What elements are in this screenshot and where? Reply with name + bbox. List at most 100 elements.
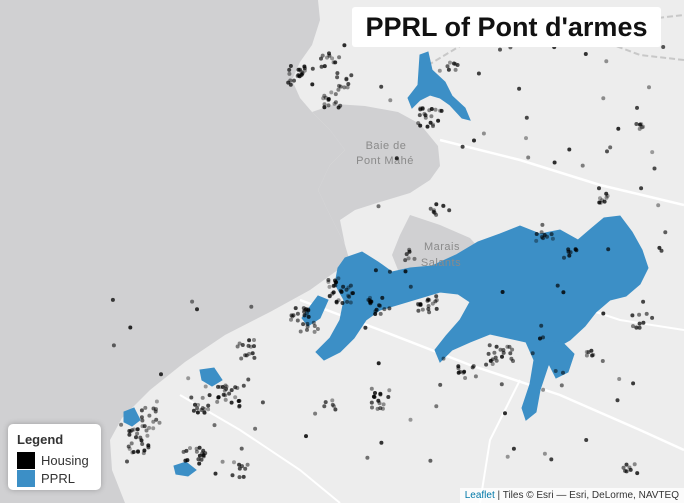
housing-point[interactable] — [348, 300, 353, 305]
housing-point[interactable] — [416, 308, 421, 313]
housing-point[interactable] — [663, 230, 668, 235]
housing-point[interactable] — [549, 232, 554, 237]
housing-point[interactable] — [417, 113, 422, 118]
housing-point[interactable] — [194, 446, 199, 451]
housing-point[interactable] — [302, 309, 306, 314]
housing-point[interactable] — [306, 314, 311, 319]
housing-point[interactable] — [376, 398, 381, 403]
housing-point[interactable] — [628, 467, 633, 472]
housing-point[interactable] — [539, 230, 544, 235]
housing-point[interactable] — [335, 71, 340, 76]
housing-point[interactable] — [541, 387, 546, 392]
housing-point[interactable] — [416, 302, 420, 306]
housing-point[interactable] — [189, 395, 194, 400]
housing-point[interactable] — [345, 85, 350, 90]
housing-point[interactable] — [221, 392, 226, 397]
housing-point[interactable] — [197, 453, 202, 458]
housing-point[interactable] — [630, 313, 635, 318]
housing-point[interactable] — [229, 388, 234, 393]
housing-point[interactable] — [634, 122, 639, 126]
housing-point[interactable] — [202, 410, 207, 415]
housing-point[interactable] — [322, 102, 327, 107]
housing-point[interactable] — [429, 107, 434, 111]
housing-point[interactable] — [111, 343, 116, 348]
housing-point[interactable] — [140, 424, 145, 429]
housing-point[interactable] — [561, 290, 566, 295]
housing-point[interactable] — [247, 338, 252, 343]
housing-point[interactable] — [326, 97, 331, 101]
housing-point[interactable] — [191, 408, 196, 413]
housing-point[interactable] — [136, 449, 140, 454]
housing-point[interactable] — [151, 406, 156, 411]
housing-point[interactable] — [340, 301, 345, 305]
housing-point[interactable] — [566, 247, 571, 252]
housing-point[interactable] — [289, 317, 293, 322]
housing-point[interactable] — [644, 311, 649, 316]
housing-point[interactable] — [233, 385, 238, 390]
housing-point[interactable] — [342, 43, 347, 48]
housing-point[interactable] — [345, 299, 350, 304]
housing-point[interactable] — [186, 376, 191, 381]
housing-point[interactable] — [500, 354, 504, 359]
housing-point[interactable] — [429, 114, 434, 119]
housing-point[interactable] — [147, 425, 152, 430]
housing-point[interactable] — [584, 438, 589, 442]
housing-point[interactable] — [434, 404, 439, 409]
housing-point[interactable] — [239, 446, 244, 451]
housing-point[interactable] — [428, 458, 433, 463]
housing-point[interactable] — [659, 248, 664, 253]
housing-point[interactable] — [327, 284, 332, 289]
housing-point[interactable] — [387, 306, 392, 311]
housing-point[interactable] — [567, 147, 572, 152]
housing-point[interactable] — [476, 71, 481, 76]
housing-point[interactable] — [559, 383, 564, 388]
housing-point[interactable] — [212, 423, 217, 428]
housing-point[interactable] — [157, 420, 162, 425]
housing-point[interactable] — [598, 196, 602, 201]
housing-point[interactable] — [621, 465, 626, 470]
housing-point[interactable] — [617, 377, 622, 381]
housing-point[interactable] — [327, 51, 331, 56]
housing-point[interactable] — [248, 344, 253, 349]
housing-point[interactable] — [215, 399, 220, 404]
housing-point[interactable] — [639, 186, 644, 191]
housing-point[interactable] — [425, 124, 430, 129]
housing-point[interactable] — [487, 343, 492, 348]
housing-point[interactable] — [490, 357, 495, 362]
housing-point[interactable] — [434, 306, 439, 311]
housing-point[interactable] — [237, 341, 242, 346]
housing-point[interactable] — [322, 105, 327, 110]
housing-point[interactable] — [387, 269, 392, 274]
housing-point[interactable] — [555, 283, 560, 288]
housing-point[interactable] — [333, 283, 338, 288]
housing-point[interactable] — [580, 163, 585, 168]
housing-point[interactable] — [661, 45, 666, 49]
housing-point[interactable] — [302, 66, 307, 71]
housing-point[interactable] — [337, 55, 342, 60]
housing-point[interactable] — [197, 445, 202, 450]
housing-point[interactable] — [584, 353, 589, 358]
housing-point[interactable] — [292, 78, 296, 83]
housing-point[interactable] — [542, 451, 547, 456]
housing-point[interactable] — [154, 399, 159, 404]
housing-point[interactable] — [375, 406, 380, 411]
housing-point[interactable] — [333, 407, 338, 412]
housing-point[interactable] — [135, 427, 140, 432]
housing-point[interactable] — [159, 372, 163, 377]
housing-point[interactable] — [438, 108, 443, 113]
housing-point[interactable] — [472, 138, 476, 143]
housing-point[interactable] — [330, 398, 335, 403]
housing-point[interactable] — [550, 236, 555, 241]
housing-point[interactable] — [420, 307, 425, 312]
housing-point[interactable] — [252, 344, 256, 349]
housing-point[interactable] — [223, 383, 228, 388]
housing-point[interactable] — [151, 419, 156, 424]
housing-point[interactable] — [336, 276, 341, 281]
housing-point[interactable] — [418, 123, 423, 128]
housing-point[interactable] — [426, 307, 431, 311]
housing-point[interactable] — [473, 374, 478, 379]
housing-point[interactable] — [387, 388, 392, 393]
housing-point[interactable] — [239, 356, 244, 361]
housing-point[interactable] — [350, 291, 355, 296]
housing-point[interactable] — [196, 403, 201, 407]
